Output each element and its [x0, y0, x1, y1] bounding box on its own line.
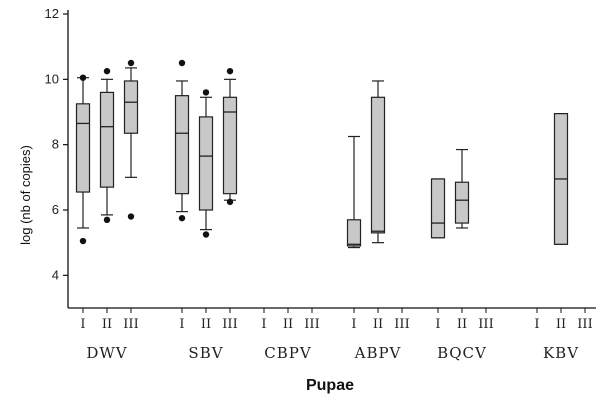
box-iqr: [75, 103, 91, 193]
outlier-point: [103, 216, 111, 223]
group-label: CBPV: [264, 344, 312, 362]
outlier-point: [226, 67, 234, 75]
group-label: KBV: [543, 344, 579, 362]
box-iqr: [346, 219, 362, 247]
subgroup-label: I: [351, 317, 356, 332]
outlier-point: [178, 214, 186, 222]
y-tick-label: 6: [52, 202, 59, 217]
subgroup-label: I: [261, 317, 266, 332]
box-iqr: [99, 91, 115, 188]
subgroup-label: I: [80, 317, 85, 332]
outlier-point: [79, 237, 87, 245]
y-tick-label: 10: [45, 71, 59, 86]
box-iqr: [430, 178, 446, 239]
y-tick-label: 4: [52, 267, 59, 282]
subgroup-label: III: [478, 317, 493, 332]
subgroup-label: II: [102, 317, 112, 332]
outlier-point: [127, 213, 135, 220]
subgroup-label: I: [534, 317, 539, 332]
outlier-point: [103, 67, 111, 75]
subgroup-label: III: [394, 317, 409, 332]
outlier-point: [202, 231, 210, 238]
box-iqr: [370, 96, 386, 234]
subgroup-label: II: [373, 317, 383, 332]
box-iqr: [198, 116, 214, 211]
chart-marks: [75, 59, 569, 249]
subgroup-label: III: [123, 317, 138, 332]
group-label: ABPV: [354, 344, 402, 362]
subgroup-label: III: [304, 317, 319, 332]
subgroup-label: II: [283, 317, 293, 332]
outlier-point: [79, 74, 87, 81]
subgroup-label: III: [577, 317, 592, 332]
axes: [63, 10, 596, 313]
y-axis-label: log (nb of copies): [18, 145, 33, 245]
x-axis-label: Pupae: [306, 377, 354, 394]
box-iqr: [174, 95, 190, 195]
y-tick-label: 12: [45, 6, 59, 21]
subgroup-label: II: [201, 317, 211, 332]
box-iqr: [454, 181, 470, 224]
subgroup-label: I: [179, 317, 184, 332]
box-iqr: [222, 96, 238, 195]
y-tick-label: 8: [52, 137, 59, 152]
outlier-point: [127, 59, 135, 67]
group-label: BQCV: [437, 344, 487, 362]
outlier-point: [178, 59, 186, 67]
box-iqr: [123, 80, 139, 134]
outlier-point: [226, 198, 234, 206]
outlier-point: [202, 89, 210, 96]
subgroup-label: I: [435, 317, 440, 332]
subgroup-label: II: [556, 317, 566, 332]
group-label: SBV: [188, 344, 223, 362]
group-label: DWV: [86, 344, 127, 362]
subgroup-label: III: [222, 317, 237, 332]
subgroup-label: II: [457, 317, 467, 332]
